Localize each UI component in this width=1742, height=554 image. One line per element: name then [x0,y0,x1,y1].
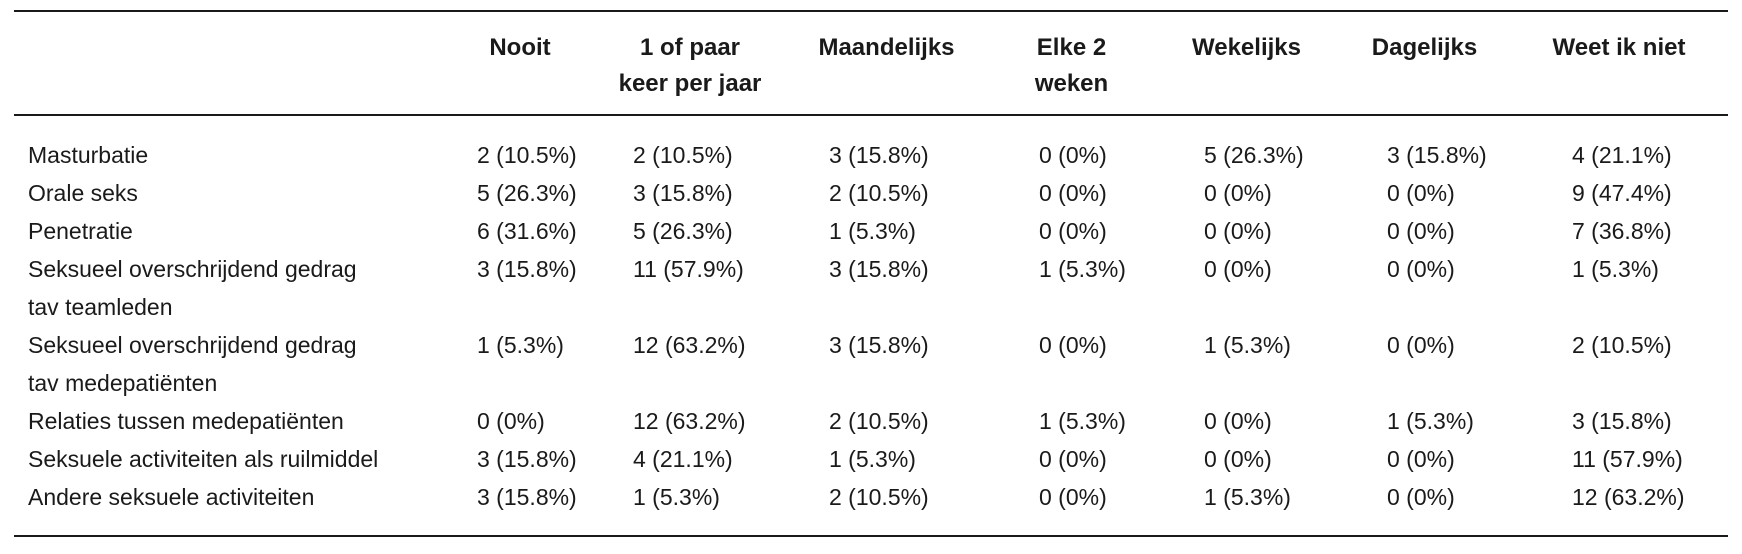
column-header-label [14,12,444,115]
table-cell: 3 (15.8%) [1387,142,1487,168]
table-cell: 0 (0%) [1204,218,1272,244]
table-cell: 1 (5.3%) [1039,408,1126,434]
table-cell: 0 (0%) [1387,256,1455,282]
table-cell: 11 (57.9%) [1572,446,1683,472]
table-cell: 1 (5.3%) [829,218,916,244]
row-label: Masturbatie [28,142,149,168]
column-header-dagelijks: Dagelijks [1371,34,1478,61]
table-cell: 3 (15.8%) [829,332,929,358]
table-cell: 0 (0%) [1387,446,1455,472]
column-header-wekelijks: Wekelijks [1192,34,1301,61]
header-separator-row [14,114,1728,136]
table-cell: 3 (15.8%) [477,484,577,510]
table-cell: 2 (10.5%) [829,484,929,510]
table-row: Relaties tussen medepatiënten 0 (0%) 12 (6… [14,402,1728,440]
bottom-spacer-cell [14,516,1728,535]
table-cell: 0 (0%) [1039,484,1107,510]
table-cell: 1 (5.3%) [477,332,564,358]
table-cell: 12 (63.2%) [633,408,746,434]
table-cell: 1 (5.3%) [829,446,916,472]
table-cell: 2 (10.5%) [829,180,929,206]
table-cell: 3 (15.8%) [829,256,929,282]
table-cell: 0 (0%) [1039,218,1107,244]
column-header-weet-ik-niet: Weet ik niet [1552,34,1686,61]
column-header-maandelijks: Maandelijks [818,34,955,61]
table-cell: 12 (63.2%) [1572,484,1685,510]
table-cell: 0 (0%) [1387,332,1455,358]
table-bottom-rule [14,535,1728,537]
table-cell: 5 (26.3%) [1204,142,1304,168]
table-cell: 1 (5.3%) [1572,256,1659,282]
table-cell: 0 (0%) [1387,180,1455,206]
table-cell: 11 (57.9%) [633,256,744,282]
table-cell: 5 (26.3%) [633,218,733,244]
bottom-spacer-row [14,516,1728,535]
row-label: Orale seks [28,180,138,206]
table-cell: 2 (10.5%) [633,142,733,168]
table-cell: 0 (0%) [1204,180,1272,206]
table-cell: 3 (15.8%) [477,446,577,472]
table-cell: 0 (0%) [1204,446,1272,472]
row-label: Relaties tussen medepatiënten [28,408,344,434]
table-cell: 0 (0%) [1039,180,1107,206]
table-cell: 0 (0%) [1204,256,1272,282]
header-separator-rule [14,114,1728,136]
table-body: Masturbatie 2 (10.5%) 2 (10.5%) 3 (15.8%) 0 … [14,114,1728,535]
table-cell: 2 (10.5%) [829,408,929,434]
table-cell: 3 (15.8%) [829,142,929,168]
table-cell: 0 (0%) [1039,142,1107,168]
table-row: Andere seksuele activiteiten 3 (15.8%) 1 (… [14,478,1728,516]
row-label: Seksueel overschrijdend gedrag tav teamle… [28,256,357,320]
table-cell: 0 (0%) [1039,446,1107,472]
table-cell: 1 (5.3%) [1039,256,1126,282]
row-label: Seksueel overschrijdend gedrag tav medepa… [28,332,357,396]
column-header-1-of-paar-keer-per-jaar: 1 of paar keer per jaar [618,34,762,97]
table-cell: 0 (0%) [1387,218,1455,244]
table-row: Seksuele activiteiten als ruilmiddel 3 (1… [14,440,1728,478]
table-top-rule [14,10,1728,12]
table-cell: 0 (0%) [1204,408,1272,434]
table-cell: 4 (21.1%) [1572,142,1672,168]
table-row: Masturbatie 2 (10.5%) 2 (10.5%) 3 (15.8%) 0 … [14,136,1728,174]
table-cell: 2 (10.5%) [1572,332,1672,358]
row-label: Penetratie [28,218,133,244]
table-cell: 1 (5.3%) [1204,332,1291,358]
table-cell: 1 (5.3%) [1387,408,1474,434]
table-cell: 3 (15.8%) [633,180,733,206]
row-label: Andere seksuele activiteiten [28,484,315,510]
header-row: Nooit 1 of paar keer per jaar Maandelijks… [14,12,1728,115]
table-cell: 0 (0%) [1387,484,1455,510]
table-row: Orale seks 5 (26.3%) 3 (15.8%) 2 (10.5%) 0 (… [14,174,1728,212]
table-cell: 0 (0%) [477,408,545,434]
table-cell: 6 (31.6%) [477,218,577,244]
column-header-elke-2-weken: Elke 2 weken [1034,34,1109,97]
column-header-nooit: Nooit [489,34,551,61]
table-row: Penetratie 6 (31.6%) 5 (26.3%) 1 (5.3%) 0 (0… [14,212,1728,250]
row-label: Seksuele activiteiten als ruilmiddel [28,446,379,472]
table-cell: 1 (5.3%) [1204,484,1291,510]
table-cell: 9 (47.4%) [1572,180,1672,206]
table-header: Nooit 1 of paar keer per jaar Maandelijks… [14,12,1728,115]
table-cell: 1 (5.3%) [633,484,720,510]
table-cell: 4 (21.1%) [633,446,733,472]
table-row: Seksueel overschrijdend gedrag tav medepa… [14,326,1728,402]
frequency-table-container: Nooit 1 of paar keer per jaar Maandelijks… [14,10,1728,537]
table-row: Seksueel overschrijdend gedrag tav teamle… [14,250,1728,326]
table-cell: 3 (15.8%) [477,256,577,282]
table-cell: 5 (26.3%) [477,180,577,206]
table-cell: 3 (15.8%) [1572,408,1672,434]
table-cell: 12 (63.2%) [633,332,746,358]
table-cell: 2 (10.5%) [477,142,577,168]
table-cell: 7 (36.8%) [1572,218,1672,244]
frequency-table: Nooit 1 of paar keer per jaar Maandelijks… [14,12,1728,535]
table-cell: 0 (0%) [1039,332,1107,358]
